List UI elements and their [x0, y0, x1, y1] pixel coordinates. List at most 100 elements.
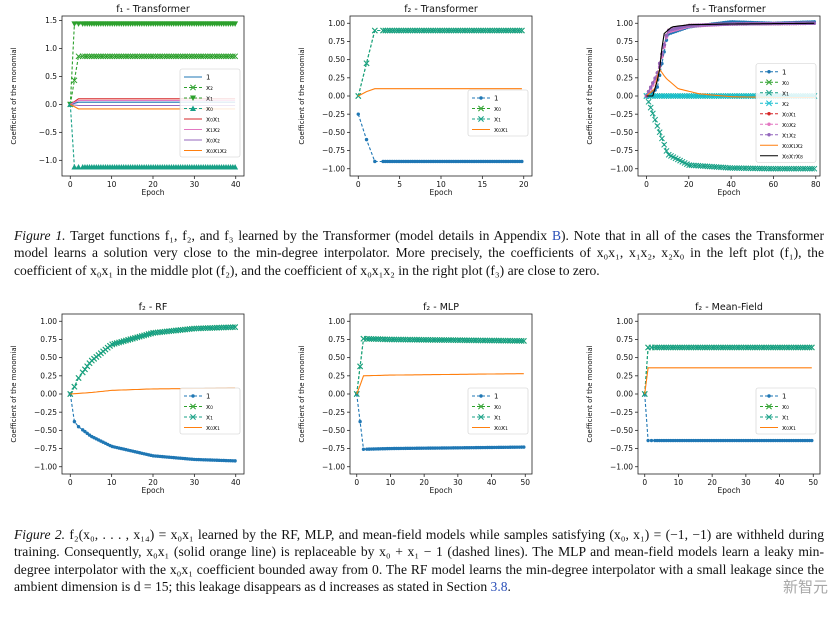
- y-tick-label: 0.00: [328, 390, 345, 399]
- y-tick-label: 0.50: [616, 353, 633, 362]
- data-point: [505, 27, 512, 34]
- legend-box: [755, 63, 817, 163]
- data-point: [688, 93, 695, 99]
- data-point: [713, 344, 720, 351]
- data-point: [756, 344, 763, 351]
- data-point: [207, 53, 214, 60]
- chart-f2-rf: f₂ - RF 0 10 20 30 40 −1.00 −0.75 −0.50 −0.25 0.00…: [10, 302, 245, 495]
- data-point: [459, 337, 466, 344]
- data-point: [100, 53, 107, 60]
- data-point: [520, 159, 524, 164]
- data-point: [665, 344, 672, 351]
- series-x₀x₁: [356, 373, 524, 395]
- data-point: [731, 165, 738, 172]
- y-tick-label: −0.5: [39, 128, 57, 137]
- data-point: [663, 148, 670, 154]
- data-point: [708, 344, 715, 351]
- data-point: [432, 27, 439, 34]
- data-point: [648, 85, 653, 89]
- data-point: [477, 27, 484, 34]
- series-line-x₁: [357, 29, 522, 97]
- data-point: [457, 27, 464, 34]
- data-point: [418, 336, 425, 343]
- data-point: [384, 27, 391, 34]
- figure2-label: Figure 2.: [14, 527, 66, 542]
- data-point: [227, 324, 234, 331]
- data-point: [779, 165, 786, 172]
- data-point: [363, 60, 370, 67]
- data-point: [738, 165, 745, 172]
- data-point: [393, 336, 400, 343]
- series-x₆x₇x₈: [646, 22, 815, 97]
- data-point: [711, 163, 718, 170]
- section-link[interactable]: 3.8: [490, 579, 508, 595]
- data-point: [82, 366, 88, 373]
- data-point: [656, 344, 663, 351]
- data-point: [198, 53, 204, 60]
- y-tick-label: 0.00: [40, 390, 57, 399]
- appendix-link[interactable]: B: [551, 228, 562, 243]
- data-point: [777, 344, 783, 351]
- data-point: [522, 445, 526, 449]
- x-tick-label: 20: [148, 180, 158, 189]
- data-point: [797, 165, 804, 172]
- data-point: [202, 325, 209, 332]
- legend-marker: [767, 394, 771, 398]
- data-point: [718, 164, 725, 171]
- data-point: [658, 344, 665, 351]
- series-x₀: [355, 27, 525, 99]
- y-tick-label: 0.50: [40, 353, 57, 362]
- data-point: [734, 165, 740, 172]
- y-tick-label: −0.25: [34, 408, 57, 417]
- data-point: [758, 344, 765, 351]
- data-point: [364, 137, 369, 142]
- data-point: [116, 53, 123, 60]
- data-point: [393, 27, 400, 34]
- data-point: [502, 27, 509, 34]
- y-tick-label: 0.5: [45, 72, 57, 81]
- data-point: [751, 344, 758, 351]
- series-1: [68, 392, 237, 463]
- data-point: [147, 53, 154, 60]
- series-line-x₀x₁: [358, 88, 522, 97]
- data-point: [715, 344, 722, 351]
- data-point: [717, 344, 724, 351]
- data-point: [516, 337, 523, 344]
- data-point: [436, 337, 443, 343]
- data-point: [466, 27, 473, 34]
- data-point: [411, 336, 418, 343]
- legend-marker: [766, 79, 772, 86]
- data-point: [358, 419, 362, 424]
- data-point: [500, 337, 507, 344]
- data-point: [770, 344, 777, 351]
- data-point: [740, 93, 747, 99]
- y-tick-label: −0.50: [610, 426, 633, 435]
- data-point: [804, 344, 811, 351]
- data-point: [646, 438, 650, 443]
- data-point: [86, 53, 93, 60]
- chart-title: f₃ - Transformer: [692, 4, 766, 15]
- data-point: [699, 344, 706, 351]
- data-point: [800, 165, 806, 172]
- data-point: [679, 93, 686, 99]
- data-point: [443, 337, 450, 344]
- y-tick-label: 0.75: [616, 335, 633, 344]
- data-point: [220, 53, 227, 60]
- figure2-text-b: .: [507, 579, 511, 595]
- legend-marker: [478, 403, 484, 410]
- legend-marker: [479, 96, 483, 100]
- series-line-x₀: [357, 29, 522, 97]
- data-point: [765, 344, 772, 351]
- data-point: [514, 27, 521, 34]
- data-point: [475, 27, 482, 34]
- y-tick-label: −0.75: [610, 146, 633, 155]
- y-tick-label: −0.75: [322, 444, 345, 453]
- data-point: [674, 344, 681, 351]
- data-point: [421, 27, 427, 34]
- data-point: [416, 27, 423, 34]
- data-point: [452, 27, 459, 34]
- y-tick-label: 1.5: [45, 16, 57, 25]
- series-1: [355, 392, 526, 451]
- legend-marker: [191, 394, 195, 398]
